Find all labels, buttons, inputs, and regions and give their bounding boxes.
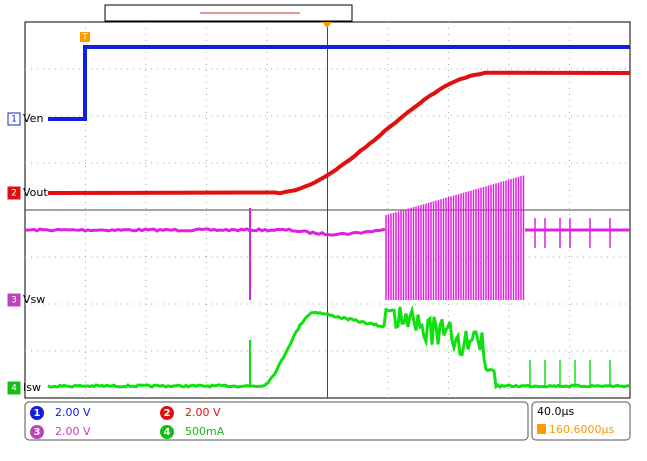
- channel-number: 1: [11, 115, 17, 125]
- vout-wave: [47, 70, 631, 196]
- channel-badge-number: 4: [164, 427, 171, 438]
- isw-wave: [47, 304, 631, 390]
- channel-badge: [160, 425, 174, 439]
- channel-badge: [30, 406, 44, 420]
- channel-label: Ven: [23, 112, 43, 125]
- channel-label: Vout: [23, 186, 48, 199]
- channel-number: 2: [11, 189, 17, 199]
- channel-scale: 2.00 V: [185, 406, 221, 419]
- trigger-marker: T: [81, 33, 88, 43]
- channel-marker: [7, 381, 21, 395]
- channel-scale: 2.00 V: [55, 425, 91, 438]
- channel-number: 4: [11, 384, 17, 394]
- channel-scale: 2.00 V: [55, 406, 91, 419]
- trigger-box: [80, 32, 90, 42]
- channel-badge-number: 2: [164, 408, 171, 419]
- channel-label: Vsw: [23, 293, 45, 306]
- channel-marker: [7, 112, 21, 126]
- grid: [25, 22, 630, 398]
- channel-marker: [7, 186, 21, 200]
- channel-marker: [7, 293, 21, 307]
- channel-badge-number: 1: [34, 408, 41, 419]
- vsw-wave: [24, 227, 386, 237]
- channel-labels: 1 Ven 2 Vout 3 Vsw 4 Isw: [7, 112, 48, 395]
- channel-badge: [30, 425, 44, 439]
- timebase-panel: [531, 401, 631, 441]
- channel-scale: 500mA: [185, 425, 225, 438]
- channel-settings: 1 2.00 V 2 2.00 V 3 2.00 V 4 500mA: [30, 406, 225, 439]
- channel-label: Isw: [23, 381, 41, 394]
- trigger-icon: [537, 424, 546, 434]
- channel-panel: [24, 401, 529, 441]
- timebase-position: 160.6000µs: [549, 423, 614, 436]
- waveforms: [24, 45, 631, 390]
- time-marker: [322, 22, 332, 28]
- timebase-scale: 40.0µs: [537, 405, 574, 418]
- channel-number: 3: [11, 296, 17, 306]
- channel-badge-number: 3: [34, 427, 41, 438]
- ven-wave: [48, 45, 630, 121]
- channel-badge: [160, 406, 174, 420]
